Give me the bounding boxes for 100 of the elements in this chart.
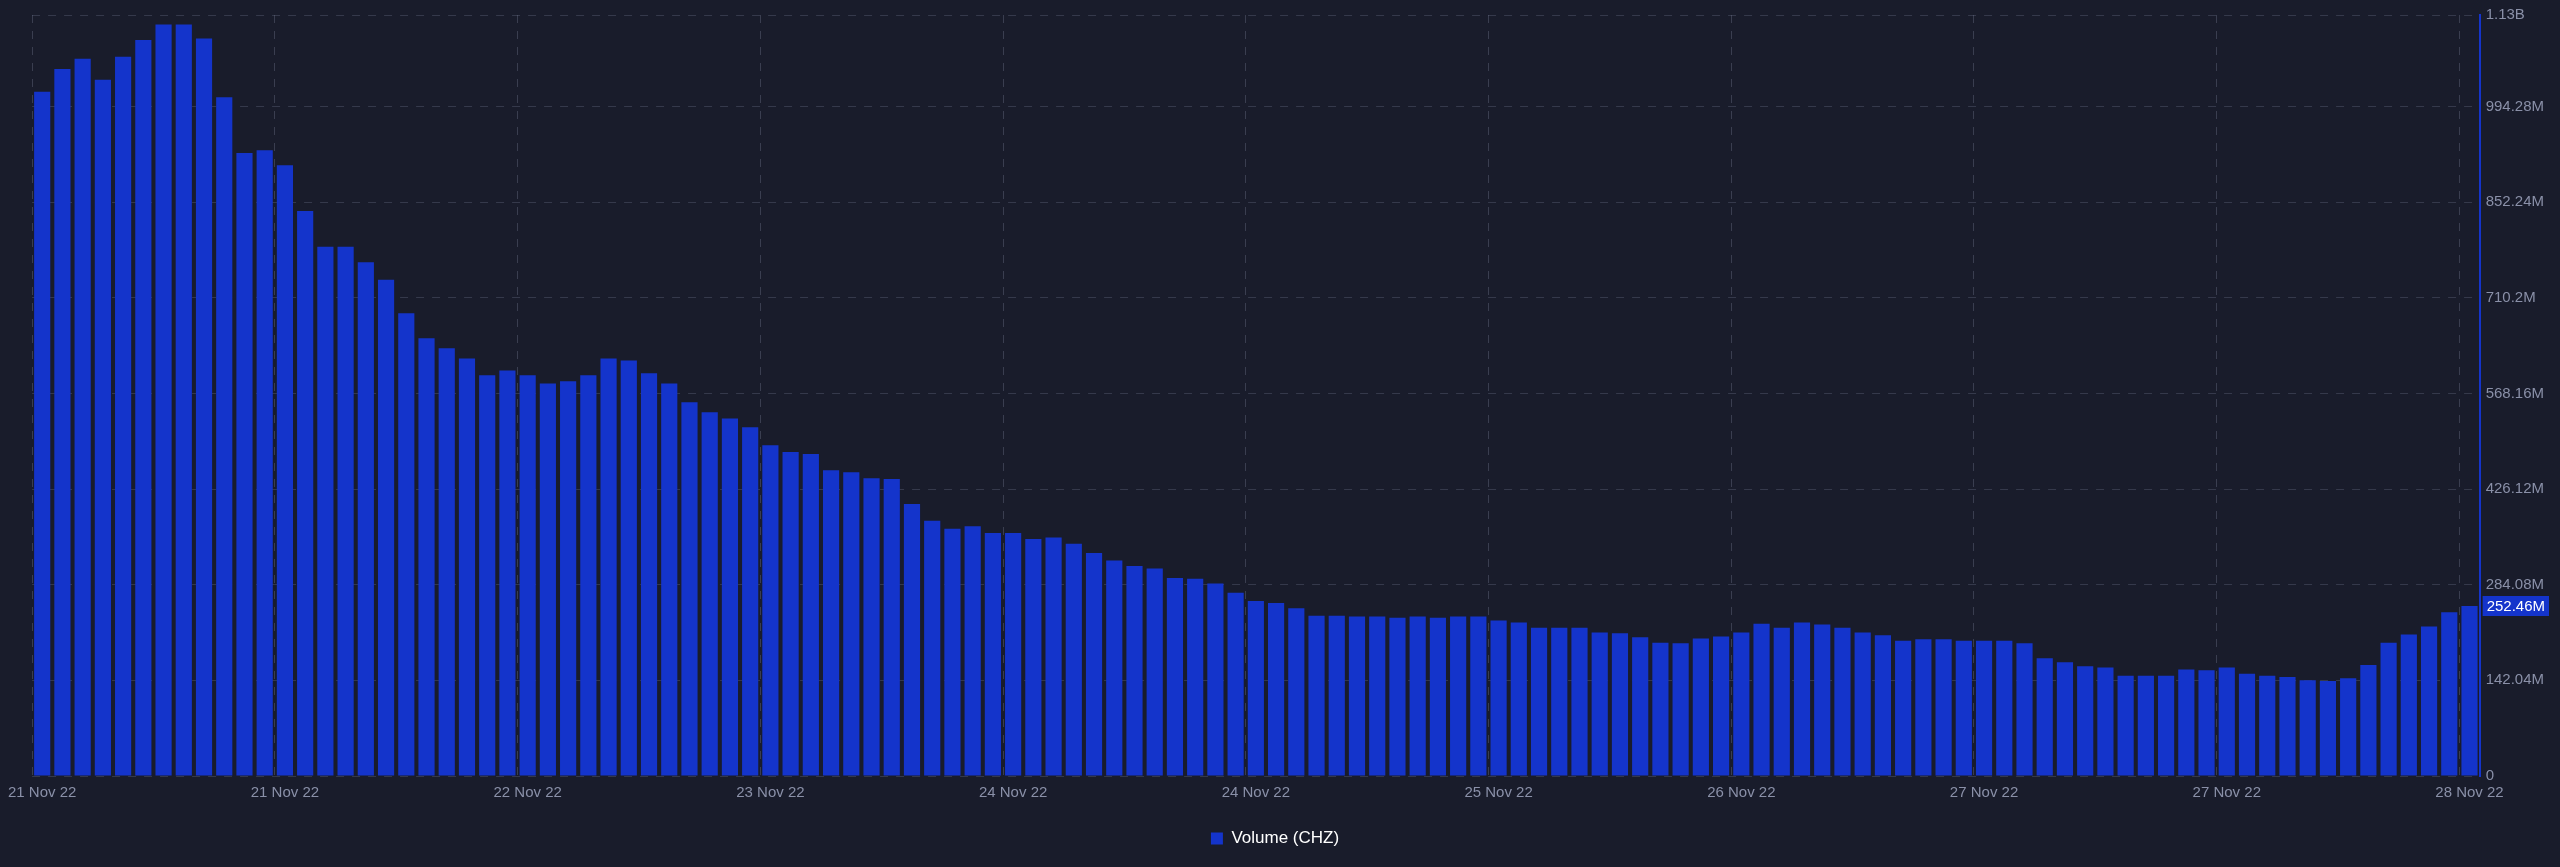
y-tick-label: 0 — [2485, 766, 2494, 784]
y-tick-label: 142.04M — [2485, 670, 2544, 688]
bar — [1935, 639, 1952, 776]
bar — [1611, 633, 1629, 776]
bar — [1793, 622, 1811, 776]
bar — [1146, 568, 1163, 776]
bar — [54, 68, 71, 776]
bar — [1267, 602, 1285, 776]
bar — [1632, 637, 1649, 776]
bar — [276, 165, 294, 776]
bar — [640, 373, 658, 776]
bar — [2319, 681, 2337, 776]
bar — [1672, 643, 1689, 776]
bar — [742, 427, 759, 776]
bar — [560, 381, 577, 776]
bar — [1085, 553, 1103, 776]
bar — [1247, 600, 1264, 776]
bar — [317, 246, 334, 776]
bar — [458, 358, 476, 776]
bar — [1227, 592, 1244, 776]
bar — [438, 348, 455, 776]
bar — [398, 313, 415, 776]
x-tick-label: 23 Nov 22 — [736, 783, 805, 801]
bar — [2198, 670, 2215, 776]
bar — [2218, 667, 2235, 776]
bar — [1288, 608, 1305, 776]
bar — [883, 479, 900, 776]
bar — [600, 358, 617, 776]
bar — [2279, 677, 2296, 776]
bar — [964, 526, 981, 776]
bar — [1652, 642, 1669, 776]
bar — [1490, 620, 1507, 776]
bar — [681, 402, 698, 776]
bar — [94, 79, 111, 776]
bar — [1308, 615, 1325, 776]
bar — [1348, 616, 1366, 776]
bar — [1955, 640, 1972, 776]
bar — [1814, 624, 1831, 776]
bar — [479, 375, 496, 776]
bar — [2360, 664, 2377, 776]
bar — [620, 360, 637, 776]
bar — [944, 528, 961, 776]
bar — [1834, 627, 1851, 776]
legend-label: Volume (CHZ) — [1231, 828, 1340, 848]
bar — [2238, 673, 2256, 776]
bar — [1854, 632, 1871, 776]
x-tick-label: 25 Nov 22 — [1464, 783, 1533, 801]
bar — [1773, 627, 1790, 776]
y-tick-label: 852.24M — [2485, 192, 2544, 210]
bar — [1692, 638, 1709, 776]
x-tick-label: 21 Nov 22 — [250, 783, 320, 801]
bar — [1510, 622, 1527, 776]
bar — [2259, 675, 2276, 776]
bar — [822, 470, 840, 776]
bar — [1895, 640, 1912, 776]
bar — [2016, 643, 2033, 776]
bar — [216, 97, 233, 776]
bar — [580, 375, 597, 776]
bar — [661, 383, 678, 776]
x-tick-label: 28 Nov 22 — [2435, 783, 2504, 801]
y-tick-label: 994.28M — [2485, 96, 2544, 114]
bar — [256, 150, 273, 776]
x-tick-label: 22 Nov 22 — [493, 783, 562, 801]
bar — [1207, 583, 1224, 776]
bar — [782, 452, 799, 776]
bar — [2097, 667, 2114, 776]
bar — [984, 532, 1001, 776]
bar — [863, 478, 880, 776]
bar — [115, 56, 132, 776]
bar — [236, 153, 253, 776]
bar — [924, 520, 941, 776]
y-tick-label: 568.16M — [2485, 383, 2544, 401]
bar — [74, 58, 91, 776]
bar — [297, 210, 314, 776]
bar — [802, 454, 819, 776]
bar — [2178, 669, 2195, 776]
bar — [195, 38, 213, 776]
y-tick-label: 284.08M — [2485, 574, 2544, 592]
bar — [1045, 537, 1062, 776]
bar — [1753, 623, 1770, 776]
annotation: 252.46M — [2486, 597, 2545, 615]
bar — [1571, 627, 1588, 776]
bar — [34, 91, 51, 776]
bar — [1187, 578, 1204, 776]
x-tick-label: 24 Nov 22 — [1221, 783, 1291, 801]
y-tick-label: 710.2M — [2485, 287, 2536, 305]
bar — [701, 412, 718, 776]
bar — [762, 445, 779, 776]
x-tick-label: 27 Nov 22 — [2192, 783, 2261, 801]
bar — [377, 279, 395, 776]
x-tick-label: 24 Nov 22 — [978, 783, 1048, 801]
bar — [1915, 639, 1932, 776]
bar — [843, 472, 860, 776]
bar — [418, 338, 435, 776]
bar — [2380, 642, 2397, 776]
bar — [337, 246, 354, 776]
bar — [2420, 626, 2438, 776]
bar — [357, 262, 374, 776]
y-tick-label: 426.12M — [2485, 479, 2544, 497]
bar — [1713, 636, 1730, 776]
